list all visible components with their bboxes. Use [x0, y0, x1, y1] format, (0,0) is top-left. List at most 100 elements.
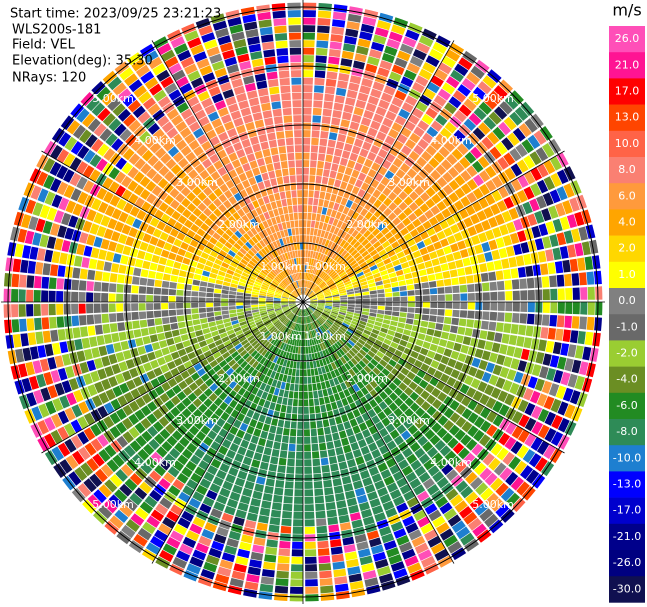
range-gate	[295, 346, 299, 354]
range-gate	[470, 477, 483, 490]
range-gate	[289, 284, 295, 291]
range-gate	[294, 353, 298, 362]
range-gate	[306, 361, 310, 369]
range-gate	[403, 232, 413, 242]
range-gate	[306, 288, 310, 296]
range-gate	[373, 405, 382, 415]
range-gate	[474, 502, 489, 516]
range-gate	[274, 487, 284, 496]
range-gate	[228, 467, 239, 477]
range-gate	[443, 227, 453, 237]
range-gate	[427, 321, 436, 329]
range-gate	[523, 253, 532, 266]
range-gate	[342, 206, 350, 215]
range-gate	[398, 191, 408, 201]
range-gate	[269, 517, 281, 526]
range-gate	[412, 375, 422, 385]
range-gate	[368, 370, 377, 379]
range-gate	[593, 270, 602, 285]
range-gate	[52, 342, 61, 355]
range-gate	[243, 305, 251, 309]
range-gate	[373, 354, 382, 363]
range-gate	[308, 258, 312, 266]
range-gate	[317, 367, 323, 375]
range-gate	[394, 332, 403, 339]
range-gate	[480, 487, 494, 501]
range-gate	[269, 285, 277, 290]
range-gate	[357, 92, 369, 102]
range-gate	[281, 296, 289, 299]
range-gate	[181, 466, 193, 478]
range-gate	[444, 102, 457, 115]
range-gate	[175, 254, 184, 263]
range-gate	[332, 19, 346, 28]
range-gate	[197, 134, 208, 145]
range-gate	[86, 292, 94, 302]
range-gate	[56, 149, 70, 164]
range-gate	[254, 150, 263, 160]
range-gate	[513, 243, 523, 256]
range-gate	[131, 285, 139, 294]
range-gate	[404, 555, 419, 567]
range-gate	[215, 241, 224, 249]
range-gate	[308, 292, 315, 298]
range-gate	[19, 274, 27, 288]
range-gate	[41, 276, 50, 289]
range-gate	[437, 302, 445, 309]
range-gate	[374, 155, 385, 165]
range-gate	[180, 108, 193, 120]
range-gate	[303, 107, 312, 115]
range-gate	[188, 139, 200, 151]
range-gate	[343, 264, 351, 271]
range-gate	[346, 21, 360, 31]
range-gate	[446, 469, 459, 482]
range-gate	[280, 404, 287, 413]
range-gate	[71, 291, 79, 302]
range-gate	[104, 444, 117, 458]
range-gate	[408, 336, 417, 344]
range-gate	[339, 326, 347, 333]
range-gate	[290, 421, 297, 429]
range-gate	[347, 159, 356, 169]
range-gate	[109, 195, 121, 207]
range-gate	[84, 442, 97, 456]
range-gate	[488, 239, 498, 251]
range-gate	[273, 18, 287, 26]
range-gate	[141, 430, 153, 443]
range-gate	[379, 493, 392, 504]
range-gate	[274, 294, 282, 298]
range-gate	[293, 307, 299, 314]
range-gate	[280, 381, 286, 390]
range-gate	[119, 483, 133, 497]
range-gate	[317, 427, 324, 436]
range-gate	[207, 316, 215, 323]
range-gate	[100, 464, 114, 478]
range-gate	[72, 450, 85, 465]
range-gate	[346, 411, 355, 421]
range-gate	[338, 313, 346, 318]
range-gate	[321, 123, 330, 132]
range-gate	[363, 365, 372, 374]
range-gate	[194, 109, 207, 121]
range-gate	[426, 126, 439, 138]
range-gate	[132, 105, 146, 119]
range-gate	[369, 399, 378, 408]
range-gate	[278, 284, 285, 290]
range-gate	[127, 166, 139, 179]
range-gate	[203, 408, 214, 419]
range-gate	[148, 56, 163, 70]
range-gate	[307, 289, 312, 296]
range-gate	[50, 144, 63, 160]
range-gate	[297, 354, 301, 362]
range-gate	[338, 73, 350, 82]
range-gate	[344, 371, 352, 380]
range-gate	[318, 198, 324, 207]
range-gate	[291, 368, 296, 376]
range-gate	[250, 272, 258, 279]
range-gate	[191, 297, 199, 302]
range-gate	[297, 197, 303, 205]
range-gate	[364, 484, 376, 494]
range-gate	[381, 52, 395, 64]
range-gate	[331, 553, 344, 563]
range-gate	[356, 380, 365, 390]
